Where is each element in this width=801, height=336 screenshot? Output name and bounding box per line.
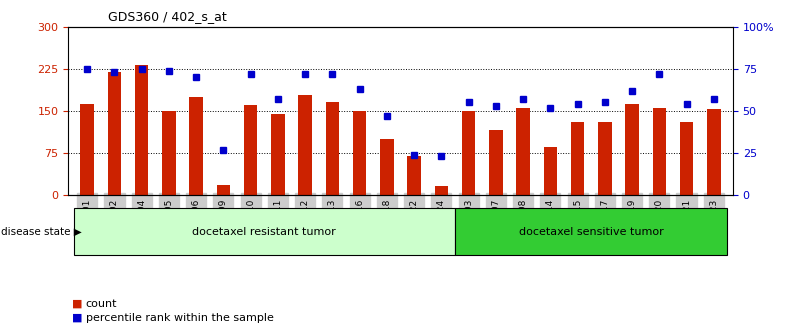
Text: ■: ■ bbox=[72, 299, 83, 309]
Text: disease state ▶: disease state ▶ bbox=[1, 227, 82, 237]
Bar bbox=[298, 95, 312, 195]
Bar bbox=[380, 139, 393, 195]
Bar bbox=[544, 147, 557, 195]
Bar bbox=[74, 208, 455, 255]
Bar bbox=[653, 108, 666, 195]
Bar bbox=[107, 72, 121, 195]
Bar bbox=[80, 103, 94, 195]
Bar bbox=[571, 122, 585, 195]
Bar bbox=[352, 111, 366, 195]
Text: percentile rank within the sample: percentile rank within the sample bbox=[86, 312, 274, 323]
Bar bbox=[216, 185, 230, 195]
Text: count: count bbox=[86, 299, 117, 309]
Text: GDS360 / 402_s_at: GDS360 / 402_s_at bbox=[108, 10, 227, 24]
Text: ■: ■ bbox=[72, 312, 83, 323]
Bar bbox=[408, 156, 421, 195]
Bar bbox=[598, 122, 612, 195]
Bar bbox=[271, 114, 284, 195]
Bar bbox=[489, 130, 503, 195]
Text: docetaxel resistant tumor: docetaxel resistant tumor bbox=[192, 227, 336, 237]
Bar bbox=[325, 102, 339, 195]
Bar bbox=[626, 103, 639, 195]
Bar bbox=[462, 111, 476, 195]
Bar bbox=[707, 109, 721, 195]
Bar bbox=[455, 208, 727, 255]
Bar bbox=[244, 105, 257, 195]
Bar bbox=[517, 108, 530, 195]
Bar bbox=[162, 111, 175, 195]
Bar bbox=[189, 97, 203, 195]
Bar bbox=[680, 122, 694, 195]
Bar bbox=[135, 65, 148, 195]
Text: docetaxel sensitive tumor: docetaxel sensitive tumor bbox=[519, 227, 663, 237]
Bar bbox=[435, 186, 449, 195]
